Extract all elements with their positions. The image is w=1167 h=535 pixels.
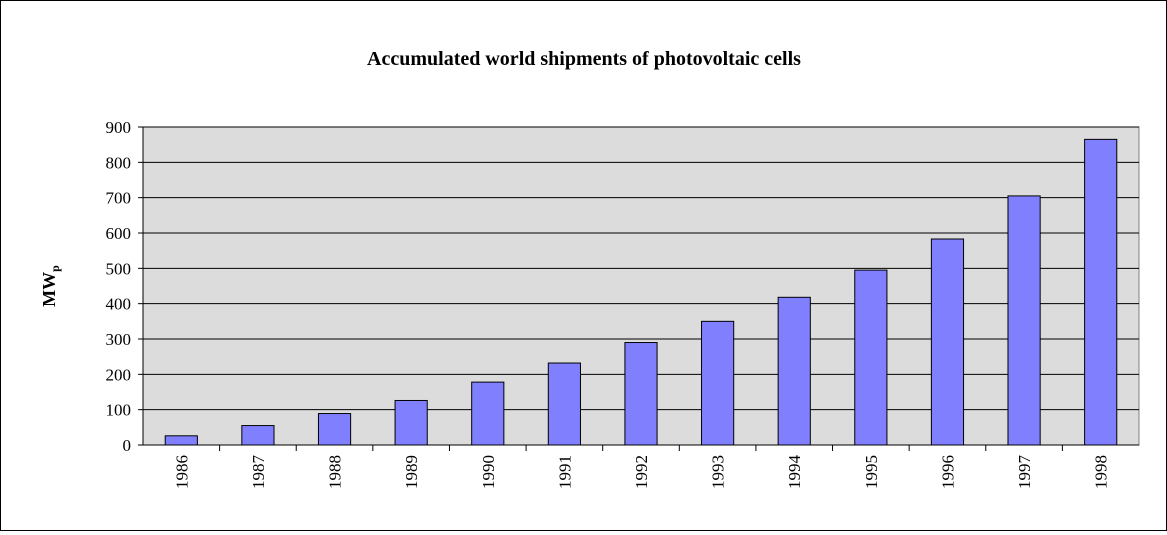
y-tick-label: 800 [106,153,132,172]
bar-1986 [164,435,198,446]
x-tick-label-1987: 1987 [249,455,268,490]
bar-1987 [241,425,275,446]
bar-1993 [701,320,735,446]
x-tick-label-1988: 1988 [326,455,345,489]
x-tick-label-1989: 1989 [402,455,421,489]
bar-1992 [624,342,658,446]
y-axis-label: MWp [39,265,62,307]
y-tick-label: 400 [106,295,132,314]
y-tick-label: 500 [106,259,132,278]
x-tick-label-1986: 1986 [172,455,191,489]
bar-1996 [930,238,965,446]
y-axis-ticks: 0 100 200 300 400 500 600 700 800 900 [106,118,143,455]
y-tick-label: 900 [106,118,132,137]
y-tick-label: 600 [106,224,132,243]
bar-1995 [854,269,888,446]
x-tick-label-1991: 1991 [555,455,574,489]
bar-1990 [471,381,505,446]
y-tick-label: 100 [106,401,132,420]
x-tick-label-1996: 1996 [938,455,957,489]
x-axis-ticks: 1986 1987 1988 1989 1990 1991 1992 1993 1994 1995… [172,445,1111,490]
y-axis-label-main: MW [39,272,59,307]
y-tick-label: 300 [106,330,132,349]
bar-1997 [1007,195,1041,446]
y-axis-label-subscript: p [48,265,62,272]
bar-1988 [317,413,352,446]
y-tick-label: 0 [123,436,132,455]
x-tick-label-1992: 1992 [632,455,651,489]
bars [164,138,1118,446]
x-tick-label-1995: 1995 [862,455,881,489]
y-tick-label: 700 [106,189,132,208]
x-tick-label-1998: 1998 [1092,455,1111,489]
x-tick-label-1997: 1997 [1015,455,1034,490]
y-tick-label: 200 [106,365,132,384]
x-tick-label-1994: 1994 [785,455,804,490]
gridlines [143,126,1139,411]
x-tick-label-1990: 1990 [479,455,498,489]
bar-1991 [547,362,581,446]
x-tick-label-1993: 1993 [709,455,728,489]
bar-1989 [394,399,428,446]
bar-1994 [777,296,811,446]
chart-title: Accumulated world shipments of photovolt… [367,48,801,70]
bar-1998 [1084,138,1118,446]
